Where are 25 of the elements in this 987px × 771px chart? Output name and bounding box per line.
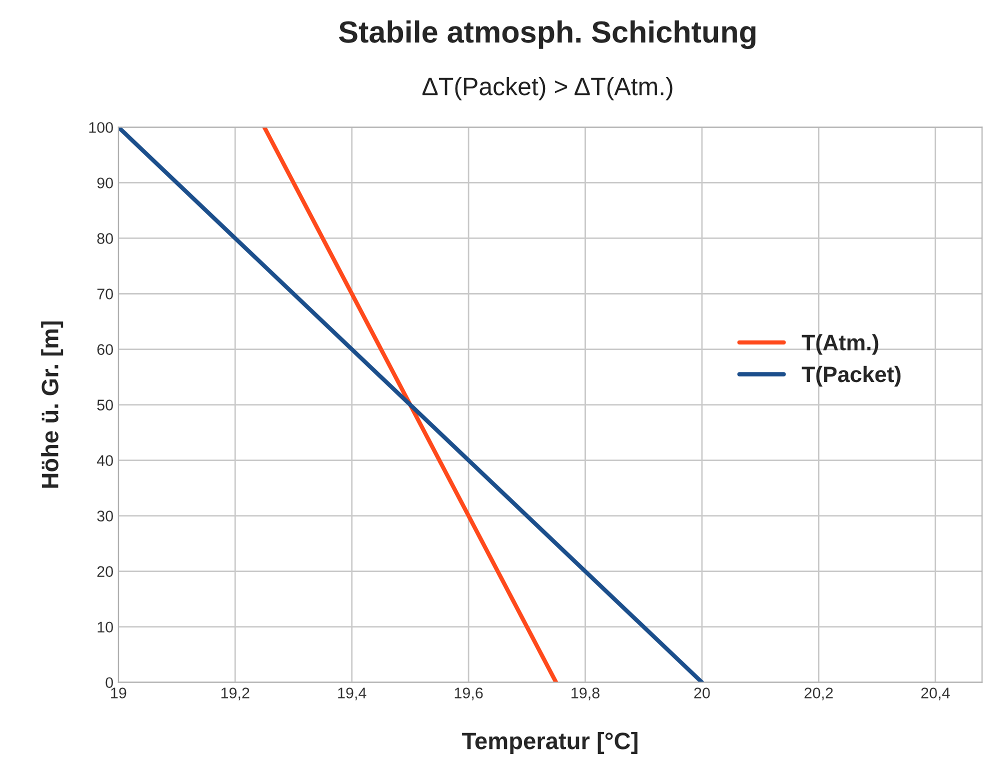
y-tick-label: 60 <box>97 344 113 355</box>
x-tick-label: 19,2 <box>221 688 250 700</box>
x-tick-label: 19,4 <box>338 688 366 700</box>
y-tick-label: 20 <box>97 566 113 577</box>
y-axis-title: Höhe ü. Gr. [m] <box>41 321 64 488</box>
y-tick-label: 30 <box>97 510 113 522</box>
legend-label: T(Atm.) <box>802 334 878 355</box>
y-tick-label: 80 <box>97 233 113 244</box>
x-tick-label: 19,6 <box>454 688 483 700</box>
y-tick-label: 0 <box>106 677 113 688</box>
y-tick-label: 90 <box>97 178 113 188</box>
y-tick-label: 50 <box>97 400 113 410</box>
y-tick-label: 70 <box>97 288 113 300</box>
x-tick-label: 19,8 <box>572 688 600 700</box>
x-tick-label: 20,2 <box>804 688 833 700</box>
y-tick-label: 100 <box>89 122 113 133</box>
y-tick-label: 40 <box>96 455 113 466</box>
x-tick-label: 20 <box>694 688 710 698</box>
chart-subtitle: ΔT(Packet) > ΔT(Atm.) <box>422 77 672 100</box>
legend-label: T(Packet) <box>802 366 901 387</box>
y-tick-label: 10 <box>98 622 113 633</box>
x-axis-title: Temperatur [°C] <box>462 732 638 754</box>
x-tick-label: 20,4 <box>921 688 950 700</box>
chart-title: Stabile atmosph. Schichtung <box>339 20 756 50</box>
x-tick-label: 19 <box>111 688 126 698</box>
